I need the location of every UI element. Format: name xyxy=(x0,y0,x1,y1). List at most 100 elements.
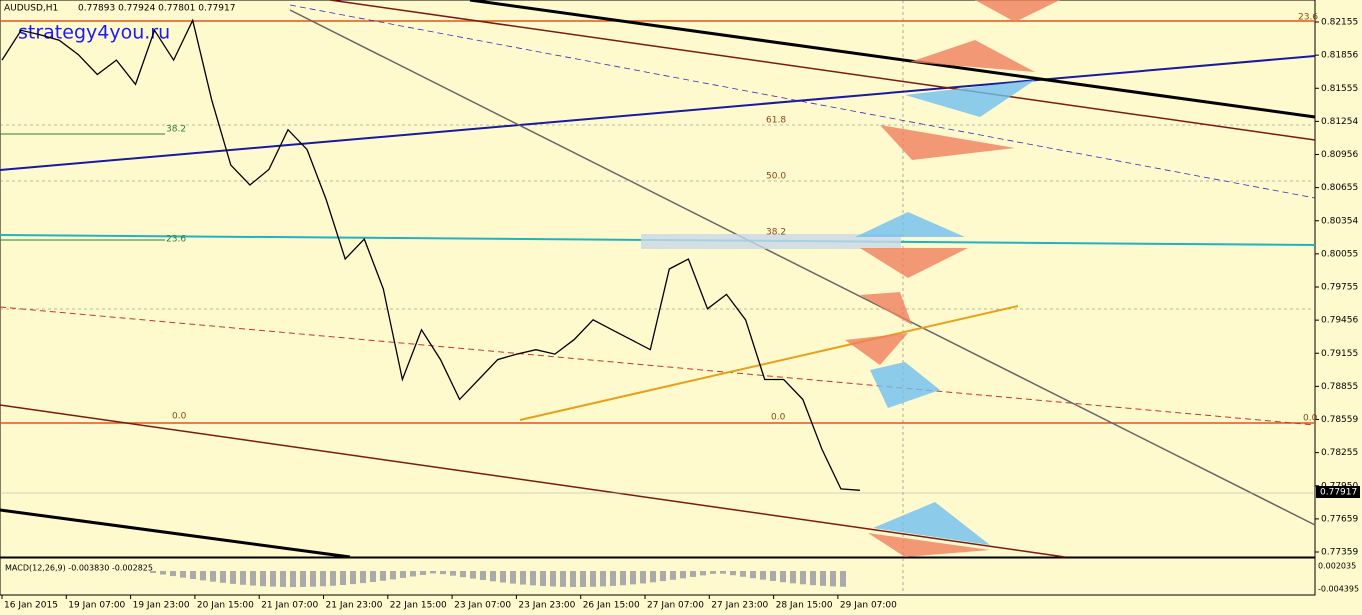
price-label: 0.77659 xyxy=(1321,514,1358,524)
price-label: 0.78255 xyxy=(1321,448,1358,458)
macd-bar xyxy=(560,571,566,587)
macd-bar xyxy=(500,571,506,583)
time-label: 23 Jan 23:00 xyxy=(518,601,575,611)
macd-bar xyxy=(460,571,466,578)
macd-bar xyxy=(800,571,806,585)
macd-bar xyxy=(280,571,286,587)
fib-label: 38.2 xyxy=(166,125,186,135)
macd-bar xyxy=(570,571,576,587)
macd-bar xyxy=(170,571,176,577)
macd-bar xyxy=(340,571,346,586)
macd-bar xyxy=(670,571,676,580)
macd-bar xyxy=(310,571,316,587)
time-label: 20 Jan 15:00 xyxy=(197,601,254,611)
macd-bar xyxy=(710,571,716,574)
time-label: 29 Jan 07:00 xyxy=(840,601,897,611)
time-label: 26 Jan 15:00 xyxy=(583,601,640,611)
macd-bar xyxy=(510,571,516,584)
macd-bar xyxy=(550,571,556,587)
fib-label: 38.2 xyxy=(766,228,786,238)
pattern-shapes xyxy=(845,0,1060,557)
macd-bar xyxy=(520,571,526,585)
fib-label: 61.8 xyxy=(766,116,786,126)
time-label: 19 Jan 07:00 xyxy=(68,601,125,611)
price-label: 0.80055 xyxy=(1321,249,1358,259)
price-label: 0.82155 xyxy=(1321,18,1358,28)
macd-bar xyxy=(610,571,616,586)
trend-lines xyxy=(0,0,1316,559)
macd-bar xyxy=(240,571,246,585)
time-label: 23 Jan 07:00 xyxy=(454,601,511,611)
macd-bar xyxy=(410,571,416,577)
macd-bar xyxy=(380,571,386,581)
time-label: 22 Jan 15:00 xyxy=(390,601,447,611)
macd-bar xyxy=(200,571,206,581)
macd-bar xyxy=(330,571,336,586)
macd-bar xyxy=(220,571,226,583)
current-price-box xyxy=(1316,486,1360,498)
time-label: 21 Jan 23:00 xyxy=(326,601,383,611)
plot-area xyxy=(0,0,1316,558)
macd-bar xyxy=(370,571,376,582)
symbol: AUDUSD,H1 xyxy=(4,4,58,14)
macd-bar xyxy=(750,571,756,579)
macd-bar xyxy=(660,571,666,582)
macd-bar xyxy=(540,571,546,587)
macd-bar xyxy=(690,571,696,577)
macd-bar xyxy=(440,571,446,575)
macd-bar xyxy=(830,571,836,587)
fib-label: 0.0 xyxy=(771,413,786,423)
macd-bar xyxy=(470,571,476,579)
fib-label: 23.6 xyxy=(1298,13,1318,23)
macd-bar xyxy=(590,571,596,587)
macd-bar xyxy=(810,571,816,586)
time-label: 19 Jan 23:00 xyxy=(133,601,190,611)
macd-bar xyxy=(760,571,766,580)
macd-bar xyxy=(770,571,776,581)
macd-bar xyxy=(650,571,656,583)
macd-bar xyxy=(180,571,186,578)
price-label: 0.79456 xyxy=(1321,316,1358,326)
price-label: 0.81856 xyxy=(1321,51,1358,61)
macd-bar xyxy=(290,571,296,587)
macd-bar xyxy=(700,571,706,576)
fib-label: 0.0 xyxy=(1303,414,1318,424)
price-label: 0.79755 xyxy=(1321,283,1358,293)
watermark: strategy4you.ru xyxy=(18,22,170,44)
price-label: 0.80354 xyxy=(1321,216,1358,226)
macd-bar xyxy=(360,571,366,584)
macd-bar xyxy=(210,571,216,582)
macd-bar xyxy=(780,571,786,583)
fib-label: 50.0 xyxy=(766,172,786,182)
price-line xyxy=(1,18,861,491)
macd-bar xyxy=(270,571,276,587)
macd-label: MACD(12,26,9) -0.003830 -0.002825 xyxy=(5,564,153,573)
macd-bar xyxy=(190,571,196,580)
price-label: 0.80655 xyxy=(1321,183,1358,193)
macd-axis: 0.002035 xyxy=(1318,562,1356,571)
macd-bar xyxy=(640,571,646,584)
price-label: 0.81254 xyxy=(1321,117,1358,127)
macd-bar xyxy=(230,571,236,584)
ohlc: 0.77893 0.77924 0.77801 0.77917 xyxy=(78,4,235,14)
macd-bar xyxy=(480,571,486,581)
price-label: 0.81555 xyxy=(1321,84,1358,94)
price-label: 0.80956 xyxy=(1321,150,1358,160)
macd-bar xyxy=(730,571,736,576)
time-label: 28 Jan 15:00 xyxy=(776,601,833,611)
macd-bar xyxy=(720,571,726,574)
macd-bar xyxy=(620,571,626,586)
macd-bar xyxy=(580,571,586,587)
macd-bar xyxy=(150,571,156,573)
macd-bar xyxy=(420,571,426,575)
fib-label: 0.0 xyxy=(172,412,187,422)
price-label: 0.79155 xyxy=(1321,349,1358,359)
macd-bar xyxy=(680,571,686,579)
time-label: 27 Jan 23:00 xyxy=(711,601,768,611)
macd-axis: -0.004395 xyxy=(1318,585,1359,594)
macd-bar xyxy=(530,571,536,586)
macd-bar xyxy=(260,571,266,587)
macd-bar xyxy=(300,571,306,587)
